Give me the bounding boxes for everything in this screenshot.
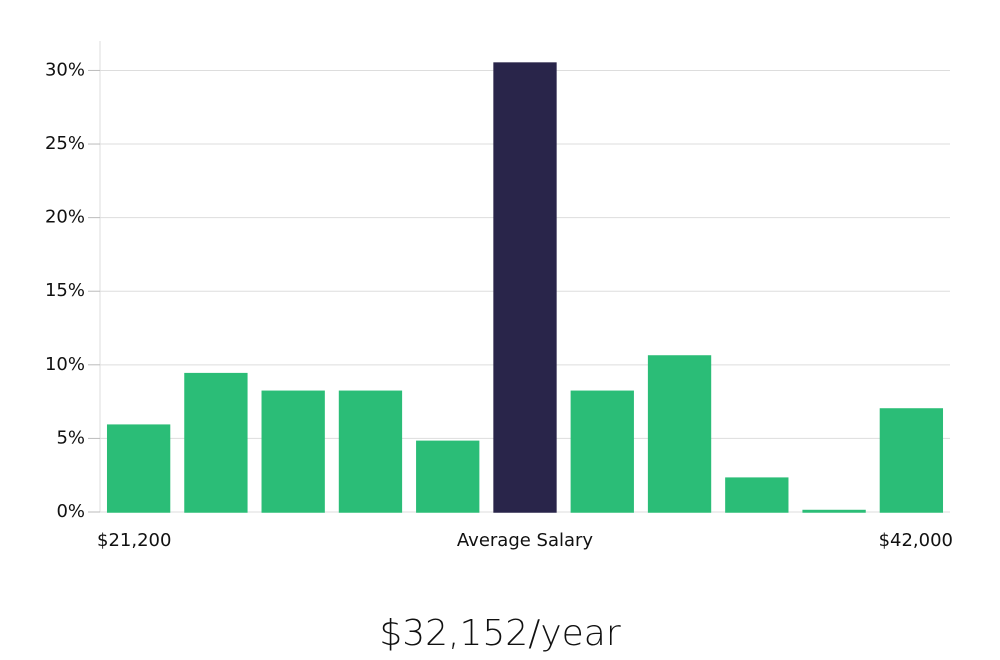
y-tick-label: 15%: [45, 280, 85, 301]
y-tick-label: 25%: [45, 133, 85, 154]
y-tick-label: 20%: [45, 207, 85, 228]
x-tick-label: $42,000: [879, 530, 953, 551]
bar: [570, 390, 634, 513]
bar: [725, 477, 789, 513]
y-tick-label: 0%: [56, 501, 85, 522]
bar: [184, 372, 248, 513]
bar: [879, 408, 944, 513]
y-tick-label: 5%: [56, 427, 85, 448]
y-tick-label: 30%: [45, 59, 85, 80]
bar: [106, 424, 171, 513]
bar: [493, 62, 557, 513]
y-tick-label: 10%: [45, 354, 85, 375]
bar: [802, 509, 866, 513]
x-tick-label: Average Salary: [457, 530, 594, 551]
bar: [416, 440, 480, 513]
bar: [338, 390, 403, 513]
salary-footer: $32,152/year: [379, 613, 621, 654]
x-tick-label: $21,200: [97, 530, 171, 551]
bar: [261, 390, 325, 513]
bar: [647, 355, 712, 513]
